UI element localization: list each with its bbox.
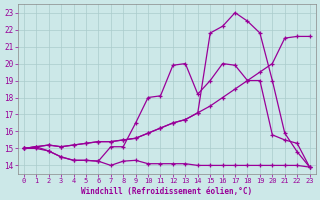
X-axis label: Windchill (Refroidissement éolien,°C): Windchill (Refroidissement éolien,°C) xyxy=(81,187,252,196)
